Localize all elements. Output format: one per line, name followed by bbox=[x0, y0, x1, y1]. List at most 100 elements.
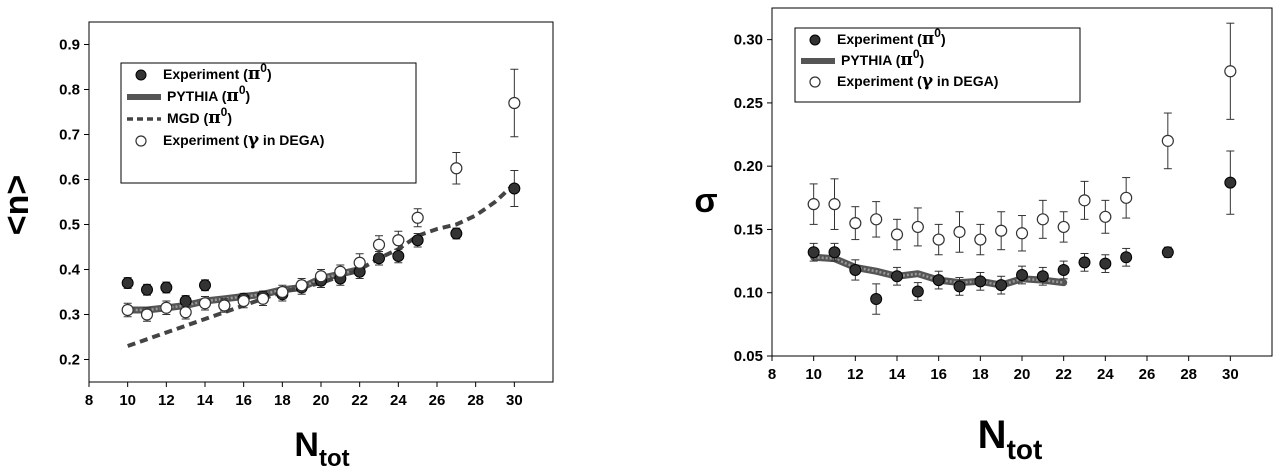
c1-point-experiment-pi0 bbox=[828, 246, 841, 259]
c1-x-tick-label: 10 bbox=[805, 366, 822, 383]
c1-point-experiment-gamma bbox=[1078, 194, 1091, 207]
c0-point-experiment-gamma bbox=[218, 299, 231, 312]
c0-x-tick-label: 10 bbox=[119, 392, 136, 409]
c1-point-experiment-pi0 bbox=[974, 275, 987, 288]
c1-legend-label: PYTHIA (π0) bbox=[841, 47, 924, 70]
c1-x-tick-label: 22 bbox=[1055, 366, 1072, 383]
c1-y-tick-label: 0.25 bbox=[734, 95, 763, 112]
c1-point-experiment-pi0 bbox=[1036, 270, 1049, 283]
c1-point-experiment-gamma bbox=[1224, 65, 1237, 78]
c1-legend-label: Experiment (γ in DEGA) bbox=[837, 71, 998, 91]
c1-point-experiment-gamma bbox=[911, 220, 924, 234]
c1-point-experiment-gamma bbox=[995, 224, 1008, 237]
c0-point-experiment-pi0 bbox=[141, 283, 153, 296]
c0-point-experiment-pi0 bbox=[160, 281, 173, 294]
c0-legend-label: Experiment (π0) bbox=[163, 61, 272, 84]
c1-x-tick-label: 24 bbox=[1097, 366, 1114, 383]
c0-point-experiment-gamma bbox=[237, 294, 250, 308]
c0-x-tick-label: 16 bbox=[235, 392, 252, 409]
c1-y-axis-label: σ bbox=[694, 182, 717, 220]
c0-x-tick-label: 20 bbox=[313, 392, 330, 409]
c1-x-tick-label: 28 bbox=[1180, 366, 1197, 383]
c1-point-experiment-pi0 bbox=[1057, 263, 1070, 276]
c0-point-experiment-pi0 bbox=[411, 234, 424, 247]
c1-legend-label: Experiment (π0) bbox=[837, 26, 946, 49]
c1-y-tick-label: 0.20 bbox=[734, 158, 763, 175]
c0-legend-box bbox=[120, 62, 417, 184]
c0-point-experiment-pi0 bbox=[121, 277, 134, 289]
c1-x-tick-label: 26 bbox=[1139, 366, 1156, 383]
c1-point-experiment-gamma bbox=[974, 233, 987, 246]
c1-x-tick-label: 18 bbox=[972, 366, 989, 383]
c1-point-experiment-gamma bbox=[849, 217, 862, 230]
c1-y-tick-label: 0.10 bbox=[734, 285, 763, 302]
c0-point-experiment-gamma bbox=[256, 292, 270, 305]
c0-y-tick-label: 0.5 bbox=[59, 217, 80, 234]
c0-y-axis-label: <n> bbox=[0, 175, 36, 235]
c0-y-tick-label: 0.9 bbox=[59, 37, 80, 54]
c1-x-tick-label: 16 bbox=[930, 366, 947, 383]
c1-point-experiment-pi0 bbox=[1224, 176, 1237, 189]
c1-point-experiment-gamma bbox=[890, 228, 904, 241]
c0-legend-symbol-open bbox=[135, 135, 147, 147]
c1-point-experiment-gamma bbox=[1057, 220, 1070, 234]
c0-legend-label: PYTHIA (π0) bbox=[167, 83, 250, 106]
c1-x-tick-label: 20 bbox=[1014, 366, 1031, 383]
c0-point-experiment-gamma bbox=[140, 308, 154, 321]
c1-y-tick-label: 0.05 bbox=[734, 348, 763, 365]
c1-legend-symbol-open bbox=[809, 76, 821, 88]
c0-point-experiment-gamma bbox=[411, 211, 424, 224]
c0-x-tick-label: 18 bbox=[274, 392, 291, 409]
c1-point-experiment-pi0 bbox=[849, 263, 862, 276]
c0-point-experiment-gamma bbox=[314, 270, 328, 283]
c0-x-tick-label: 26 bbox=[429, 392, 446, 409]
c0-x-tick-label: 24 bbox=[390, 392, 407, 409]
c0-y-tick-label: 0.8 bbox=[59, 82, 80, 99]
c0-legend-label: MGD (π0) bbox=[167, 105, 232, 128]
c0-point-experiment-gamma bbox=[392, 234, 405, 247]
c0-y-tick-label: 0.3 bbox=[59, 307, 80, 324]
c0-point-experiment-gamma bbox=[160, 301, 173, 314]
c0-legend-label: Experiment (γ in DEGA) bbox=[163, 130, 324, 150]
c0-point-experiment-pi0 bbox=[450, 227, 463, 240]
c0-y-tick-label: 0.2 bbox=[59, 352, 80, 369]
c0-y-tick-label: 0.6 bbox=[59, 172, 80, 189]
c1-y-tick-label: 0.15 bbox=[734, 221, 763, 238]
c1-point-experiment-gamma bbox=[807, 198, 820, 211]
c1-point-experiment-gamma bbox=[828, 198, 841, 211]
c0-point-experiment-gamma bbox=[276, 285, 289, 299]
c1-point-experiment-pi0 bbox=[891, 270, 903, 283]
c1-point-experiment-pi0 bbox=[1120, 251, 1133, 264]
c0-point-experiment-gamma bbox=[198, 297, 212, 310]
c0-point-experiment-gamma bbox=[334, 265, 347, 278]
c1-point-experiment-gamma bbox=[1036, 213, 1049, 226]
c1-point-experiment-pi0 bbox=[995, 279, 1008, 292]
c1-point-experiment-pi0 bbox=[870, 293, 883, 306]
c1-x-axis-label: Ntot bbox=[978, 413, 1043, 465]
c1-y-tick-label: 0.30 bbox=[734, 32, 763, 49]
c1-point-experiment-pi0 bbox=[1099, 257, 1112, 270]
c1-point-experiment-gamma bbox=[1161, 134, 1174, 147]
c0-y-tick-label: 0.4 bbox=[59, 262, 81, 279]
c0-x-axis-label: Ntot bbox=[294, 426, 349, 470]
c1-point-experiment-gamma bbox=[932, 233, 945, 246]
c0-point-experiment-pi0 bbox=[508, 182, 521, 195]
c1-x-tick-label: 14 bbox=[889, 366, 906, 383]
c1-x-tick-label: 12 bbox=[847, 366, 864, 383]
c0-x-tick-label: 12 bbox=[158, 392, 175, 409]
c1-x-tick-label: 30 bbox=[1222, 366, 1239, 383]
c0-point-experiment-gamma bbox=[353, 256, 366, 269]
c1-legend-box bbox=[794, 27, 1081, 103]
c0-point-experiment-gamma bbox=[372, 238, 386, 251]
c0-x-tick-label: 8 bbox=[85, 392, 93, 409]
c1-point-experiment-pi0 bbox=[1161, 246, 1174, 259]
c0-legend-symbol-filled bbox=[135, 69, 147, 81]
c0-point-experiment-pi0 bbox=[199, 279, 211, 292]
c1-point-experiment-pi0 bbox=[953, 280, 966, 293]
c0-point-experiment-gamma bbox=[450, 162, 463, 175]
c1-point-experiment-pi0 bbox=[1016, 269, 1028, 282]
c0-point-experiment-gamma bbox=[295, 279, 308, 292]
c0-x-tick-label: 30 bbox=[506, 392, 523, 409]
c1-point-experiment-pi0 bbox=[807, 246, 820, 259]
